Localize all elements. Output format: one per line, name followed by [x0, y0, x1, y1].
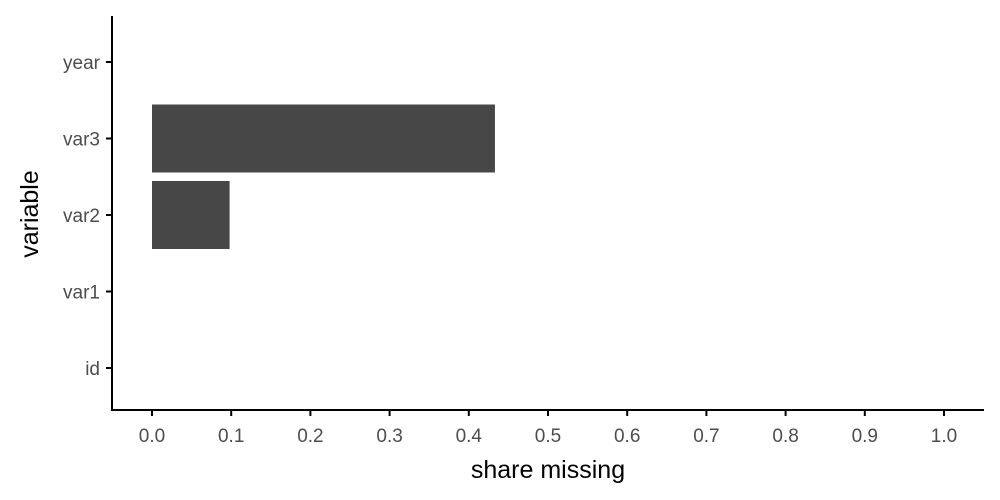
x-tick-label-0.2: 0.2 [297, 426, 323, 447]
x-tick-label-0.0: 0.0 [139, 426, 165, 447]
y-tick-label-year: year [63, 53, 101, 74]
bars-layer [152, 104, 495, 249]
y-tick-label-var1: var1 [63, 283, 100, 304]
x-axis-ticks: 0.0 0.1 0.2 0.3 0.4 0.5 0.6 0.7 0.8 0.9 1.0 [139, 410, 957, 447]
x-tick-label-0.3: 0.3 [376, 426, 402, 447]
x-tick-label-0.5: 0.5 [535, 426, 561, 447]
y-axis-title: variable [16, 170, 44, 258]
y-axis-ticks: id var1 var2 var3 year [63, 53, 112, 380]
x-tick-label-0.8: 0.8 [772, 426, 798, 447]
x-tick-label-0.9: 0.9 [852, 426, 878, 447]
x-tick-label-0.4: 0.4 [456, 426, 483, 447]
y-tick-label-var3: var3 [63, 130, 100, 151]
y-tick-label-var2: var2 [63, 206, 100, 227]
bar-var3 [152, 104, 495, 173]
x-tick-label-1.0: 1.0 [931, 426, 957, 447]
x-tick-label-0.7: 0.7 [693, 426, 719, 447]
y-tick-label-id: id [85, 359, 100, 380]
x-tick-label-0.6: 0.6 [614, 426, 640, 447]
x-axis-title: share missing [471, 456, 625, 484]
x-tick-label-0.1: 0.1 [218, 426, 244, 447]
bar-var2 [152, 181, 230, 249]
